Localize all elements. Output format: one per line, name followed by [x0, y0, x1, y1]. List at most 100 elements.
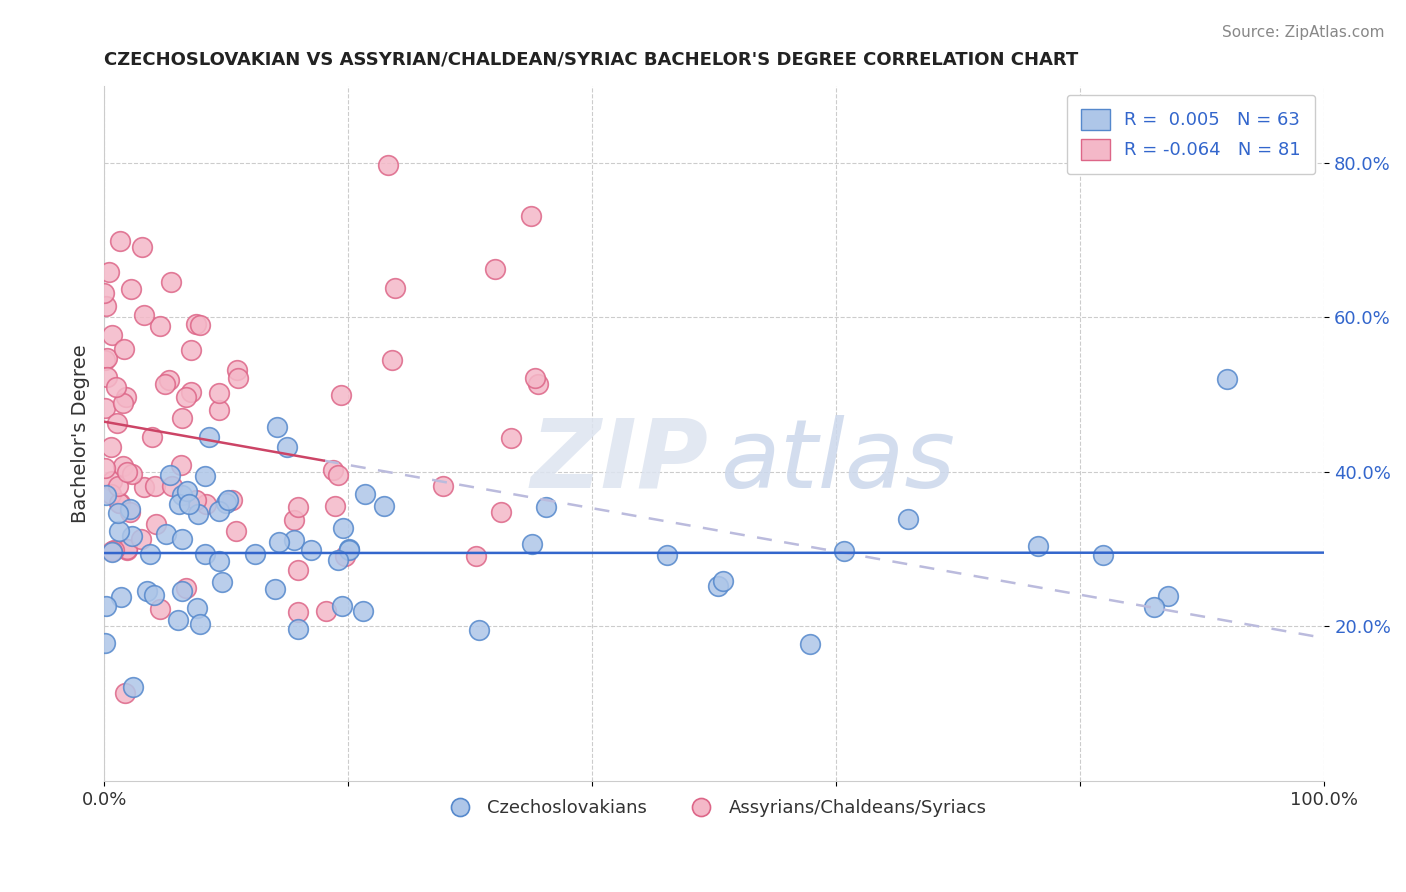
Point: [315, 604, 337, 618]
Point: [287, 605, 309, 619]
Legend: Czechoslovakians, Assyrians/Chaldeans/Syriacs: Czechoslovakians, Assyrians/Chaldeans/Sy…: [434, 792, 994, 824]
Point: [176, 483, 198, 498]
Point: [105, 379, 128, 393]
Point: [283, 513, 305, 527]
Point: [1157, 590, 1180, 604]
Point: [354, 487, 377, 501]
Point: [118, 505, 141, 519]
Point: [276, 440, 298, 454]
Point: [527, 376, 550, 391]
Text: Source: ZipAtlas.com: Source: ZipAtlas.com: [1222, 25, 1385, 40]
Point: [432, 479, 454, 493]
Point: [287, 500, 309, 514]
Point: [243, 547, 266, 561]
Point: [180, 343, 202, 358]
Point: [328, 552, 350, 566]
Point: [217, 493, 239, 508]
Point: [330, 388, 353, 402]
Point: [225, 524, 247, 538]
Point: [121, 467, 143, 481]
Point: [287, 622, 309, 636]
Point: [121, 529, 143, 543]
Point: [266, 420, 288, 434]
Point: [184, 493, 207, 508]
Point: [101, 545, 124, 559]
Point: [94, 401, 117, 415]
Point: [520, 537, 543, 551]
Point: [655, 548, 678, 562]
Text: atlas: atlas: [720, 415, 955, 508]
Point: [228, 371, 250, 385]
Point: [107, 479, 129, 493]
Point: [536, 500, 558, 514]
Point: [352, 604, 374, 618]
Point: [208, 403, 231, 417]
Point: [94, 599, 117, 614]
Point: [143, 479, 166, 493]
Point: [384, 281, 406, 295]
Point: [330, 599, 353, 614]
Point: [711, 574, 734, 588]
Point: [96, 351, 118, 365]
Point: [180, 384, 202, 399]
Point: [101, 328, 124, 343]
Point: [176, 390, 198, 404]
Point: [197, 430, 219, 444]
Point: [101, 475, 124, 489]
Point: [287, 563, 309, 577]
Point: [131, 240, 153, 254]
Point: [299, 543, 322, 558]
Point: [214, 496, 236, 510]
Point: [107, 496, 129, 510]
Point: [468, 624, 491, 638]
Point: [159, 275, 181, 289]
Point: [188, 318, 211, 333]
Point: [322, 462, 344, 476]
Point: [98, 265, 121, 279]
Point: [111, 396, 134, 410]
Point: [501, 431, 523, 445]
Point: [155, 526, 177, 541]
Point: [464, 549, 486, 563]
Point: [100, 440, 122, 454]
Point: [132, 308, 155, 322]
Point: [149, 319, 172, 334]
Point: [112, 342, 135, 356]
Point: [115, 542, 138, 557]
Point: [100, 487, 122, 501]
Point: [110, 234, 132, 248]
Point: [170, 458, 193, 473]
Point: [120, 282, 142, 296]
Point: [333, 549, 356, 564]
Point: [221, 492, 243, 507]
Point: [194, 547, 217, 561]
Point: [145, 516, 167, 531]
Point: [110, 590, 132, 604]
Point: [1091, 548, 1114, 562]
Point: [207, 554, 229, 568]
Point: [264, 582, 287, 596]
Text: ZIP: ZIP: [530, 415, 709, 508]
Point: [169, 497, 191, 511]
Point: [170, 532, 193, 546]
Point: [139, 548, 162, 562]
Point: [142, 588, 165, 602]
Point: [160, 479, 183, 493]
Point: [337, 541, 360, 556]
Point: [94, 460, 117, 475]
Point: [166, 613, 188, 627]
Point: [195, 497, 218, 511]
Point: [135, 583, 157, 598]
Point: [122, 680, 145, 694]
Point: [141, 430, 163, 444]
Point: [172, 410, 194, 425]
Point: [159, 467, 181, 482]
Point: [489, 505, 512, 519]
Point: [377, 159, 399, 173]
Point: [332, 521, 354, 535]
Point: [134, 480, 156, 494]
Point: [120, 502, 142, 516]
Point: [96, 299, 118, 313]
Point: [523, 371, 546, 385]
Point: [520, 209, 543, 223]
